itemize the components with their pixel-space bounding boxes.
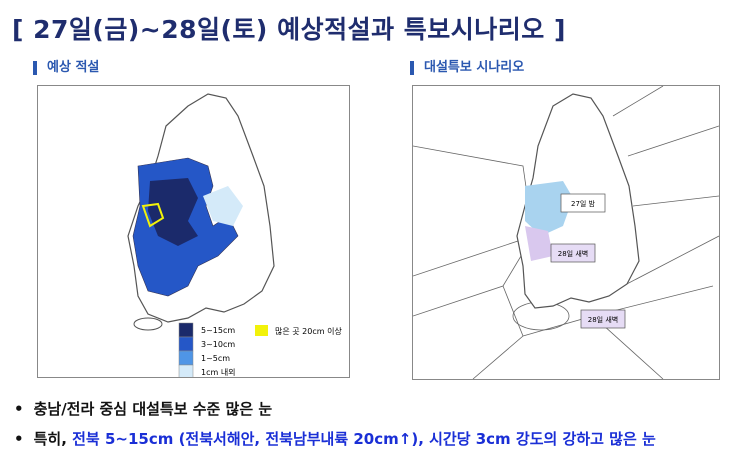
slide-title: [ 27일(금)~28일(토) 예상적설과 특보시나리오 ]: [12, 15, 566, 44]
island: [133, 317, 163, 331]
map-label: 28일 새벽: [588, 315, 618, 324]
panel-heading: 예상 적설: [33, 61, 99, 75]
bullet: 특히, 전북 5~15cm (전북서해안, 전북남부내륙 20cm↑), 시간당…: [14, 428, 656, 449]
legend: 5~15cm 3~10cm 1~5cm 1cm 내외 많은 곳 20cm 이상: [178, 322, 342, 377]
bullet: 충남/전라 중심 대설특보 수준 많은 눈: [14, 398, 273, 419]
label-box: [550, 243, 596, 263]
scenario-labels: 27일 밤 28일 새벽 28일 새벽: [550, 193, 626, 329]
snow-map: 5~15cm 3~10cm 1~5cm 1cm 내외 많은 곳 20cm 이상: [37, 85, 350, 378]
legend-swatch: [178, 322, 194, 338]
legend-label: 3~10cm: [201, 340, 235, 349]
bullet-highlight: 전북 5~15cm (전북서해안, 전북남부내륙 20cm↑), 시간당 3cm…: [72, 430, 656, 448]
panel-heading: 대설특보 시나리오: [410, 61, 524, 75]
map-label: 28일 새벽: [558, 249, 588, 258]
legend-swatch: [255, 325, 268, 336]
warning-area: [525, 226, 553, 261]
legend-label: 1~5cm: [201, 354, 230, 363]
snow-area: [203, 186, 243, 226]
legend-swatch: [178, 364, 194, 377]
legend-label: 많은 곳 20cm 이상: [275, 326, 342, 336]
scenario-map: 27일 밤 28일 새벽 28일 새벽: [412, 85, 720, 380]
legend-swatch: [178, 336, 194, 352]
legend-swatch: [178, 350, 194, 366]
snow-area: [148, 178, 198, 246]
legend-label: 5~15cm: [201, 326, 235, 335]
legend-label: 1cm 내외: [201, 367, 236, 377]
label-box: [560, 193, 606, 213]
heavy-area: [141, 202, 165, 228]
bullet-text: 충남/전라 중심 대설특보 수준 많은 눈: [33, 400, 273, 418]
bullet-text: 특히,: [33, 430, 73, 448]
label-box: [580, 309, 626, 329]
map-label: 27일 밤: [571, 199, 596, 208]
